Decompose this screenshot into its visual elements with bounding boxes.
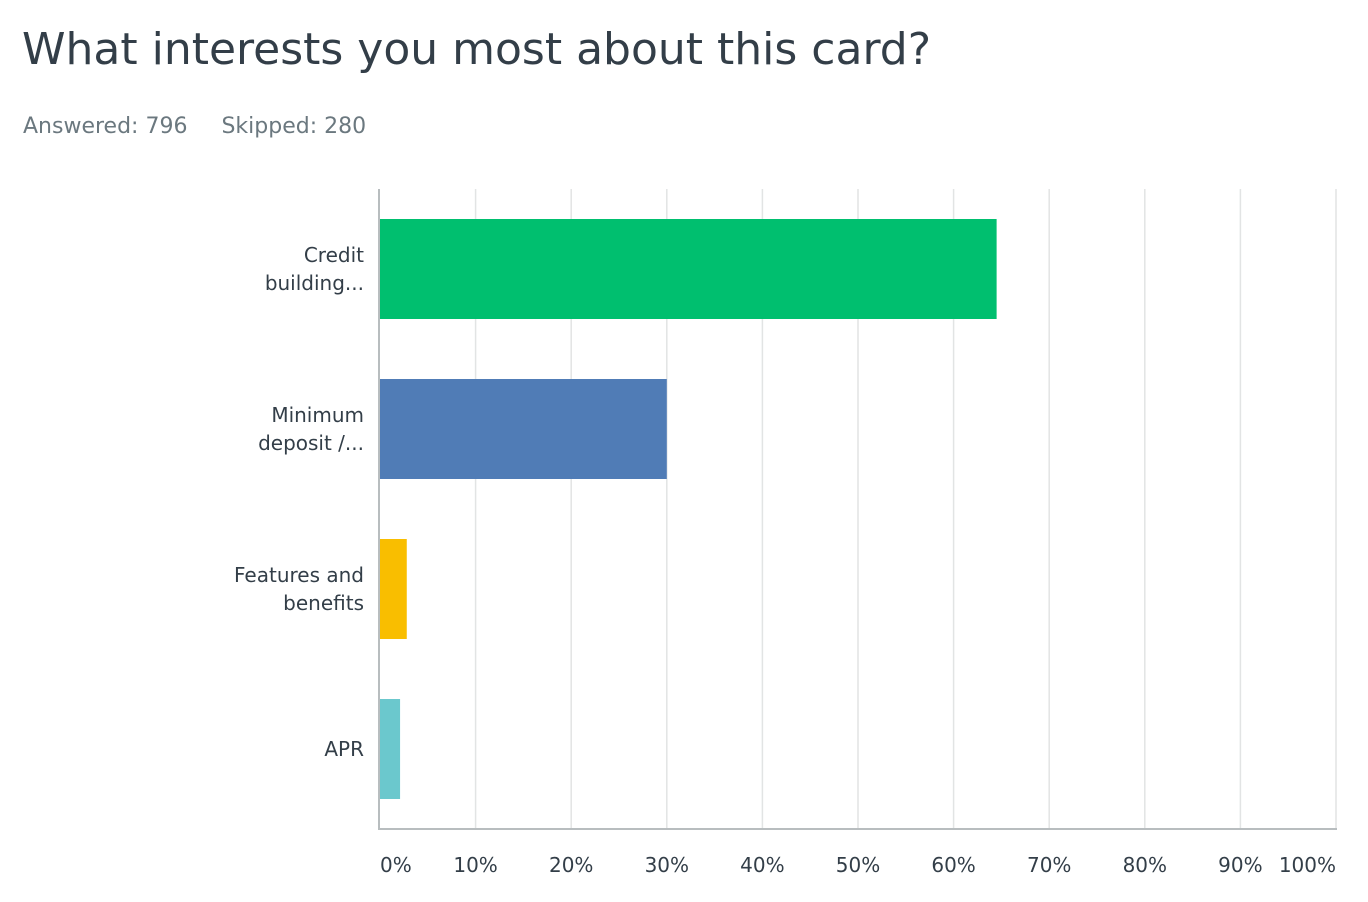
x-tick-label-9: 90% [1218, 853, 1262, 877]
x-tick-label-7: 70% [1027, 853, 1071, 877]
answered-label: Answered: [23, 114, 139, 139]
bar-2 [380, 539, 407, 639]
category-label-1-line-1: deposit /... [258, 431, 364, 455]
skipped-stat: Skipped: 280 [221, 114, 366, 139]
x-tick-label-0: 0% [380, 853, 412, 877]
bar-0 [380, 219, 997, 319]
skipped-count: 280 [324, 114, 367, 139]
category-label-2: Features and benefits [234, 563, 364, 615]
category-label-2-line-0: Features and [234, 563, 364, 587]
x-tick-label-10: 100% [1279, 853, 1336, 877]
response-stats: Answered: 796 Skipped: 280 [23, 112, 366, 142]
bars [380, 219, 997, 799]
x-tick-label-6: 60% [931, 853, 975, 877]
category-label-1-line-0: Minimum [271, 403, 364, 427]
answered-stat: Answered: 796 [23, 114, 187, 139]
x-tick-label-2: 20% [549, 853, 593, 877]
page-title: What interests you most about this card? [22, 24, 932, 75]
answered-count: 796 [145, 114, 188, 139]
category-label-2-line-1: benefits [283, 591, 364, 615]
bar-3 [380, 699, 401, 799]
category-label-3-line-0: APR [324, 737, 364, 761]
x-tick-label-8: 80% [1123, 853, 1167, 877]
category-labels: Credit building... Minimum deposit /... Feat… [234, 243, 364, 761]
skipped-label: Skipped: [221, 114, 318, 139]
bar-1 [380, 379, 667, 479]
category-label-0-line-0: Credit [304, 243, 364, 267]
category-label-1: Minimum deposit /... [258, 403, 364, 455]
axes [378, 189, 1337, 830]
category-label-0: Credit building... [265, 243, 364, 295]
x-tick-label-5: 50% [836, 853, 880, 877]
x-tick-labels: 0% 10% 20% 30% 40% 50% 60% 70% 80% 90% 100% [380, 853, 1336, 877]
category-label-3: APR [324, 737, 364, 761]
x-tick-label-4: 40% [740, 853, 784, 877]
x-tick-label-3: 30% [645, 853, 689, 877]
category-label-0-line-1: building... [265, 271, 364, 295]
x-tick-label-1: 10% [453, 853, 497, 877]
